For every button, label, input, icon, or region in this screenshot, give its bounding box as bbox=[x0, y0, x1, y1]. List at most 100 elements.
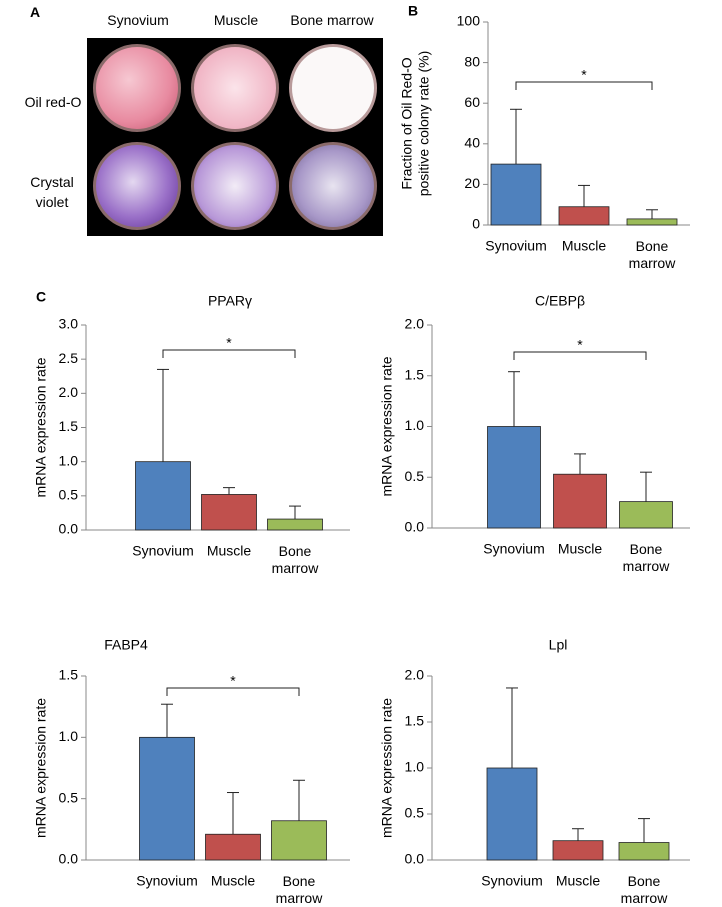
y-tick-label: 40 bbox=[464, 135, 480, 151]
dish bbox=[289, 142, 377, 230]
significance-label: * bbox=[577, 337, 583, 353]
error-bar bbox=[293, 779, 305, 821]
error-bar bbox=[161, 703, 173, 738]
y-tick-label: 0.5 bbox=[59, 487, 79, 503]
x-tick-label: Bone marrow bbox=[623, 541, 671, 574]
bar bbox=[619, 501, 673, 529]
y-tick-label: 100 bbox=[457, 13, 481, 29]
chart-title: FABP4 bbox=[104, 637, 148, 653]
y-tick-label: 0 bbox=[472, 216, 480, 232]
y-tick-label: 20 bbox=[464, 175, 480, 191]
error-bar bbox=[157, 368, 169, 462]
dish bbox=[191, 44, 279, 132]
chart-title: Lpl bbox=[549, 637, 568, 653]
x-tick-label: Bone marrow bbox=[272, 543, 320, 576]
y-tick-label: 80 bbox=[464, 53, 480, 69]
x-tick-label: Muscle bbox=[556, 873, 601, 889]
bar bbox=[139, 736, 195, 861]
error-bar bbox=[508, 371, 520, 427]
y-tick-label: 0.5 bbox=[405, 805, 425, 821]
y-tick-label: 0.0 bbox=[59, 851, 79, 867]
error-bar bbox=[572, 828, 584, 841]
x-tick-label: Synovium bbox=[481, 873, 542, 889]
significance-bracket bbox=[513, 351, 647, 360]
column-label: Muscle bbox=[213, 12, 259, 28]
x-tick-label: Muscle bbox=[558, 541, 603, 557]
bar bbox=[487, 426, 541, 529]
significance-label: * bbox=[581, 67, 587, 83]
significance-bracket bbox=[515, 81, 653, 90]
x-tick-label: Synovium bbox=[132, 543, 193, 559]
bar bbox=[271, 820, 327, 861]
y-tick-label: 1.0 bbox=[405, 417, 425, 433]
y-tick-label: 60 bbox=[464, 94, 480, 110]
x-tick-label: Bone marrow bbox=[621, 873, 669, 906]
x-tick-label: Bone marrow bbox=[276, 873, 324, 906]
bar bbox=[553, 473, 607, 529]
error-bar bbox=[506, 687, 518, 768]
photo-panel bbox=[87, 38, 383, 236]
x-tick-label: Synovium bbox=[485, 238, 546, 254]
bar bbox=[267, 518, 323, 531]
row-label: Oil red-O bbox=[24, 94, 82, 110]
dish bbox=[93, 44, 181, 132]
bar bbox=[135, 461, 191, 531]
y-tick-label: 1.0 bbox=[405, 759, 425, 775]
dish bbox=[289, 44, 377, 132]
y-tick-label: 0.5 bbox=[59, 789, 79, 805]
error-bar bbox=[510, 108, 522, 165]
y-axis-label: mRNA expression rate bbox=[33, 357, 49, 497]
y-axis-label: mRNA expression rate bbox=[379, 698, 395, 838]
y-tick-label: 2.5 bbox=[59, 350, 79, 366]
dish bbox=[93, 142, 181, 230]
x-tick-label: Muscle bbox=[211, 873, 256, 889]
error-bar bbox=[638, 818, 650, 843]
error-bar bbox=[578, 184, 590, 207]
y-tick-label: 2.0 bbox=[405, 667, 425, 683]
y-tick-label: 0.0 bbox=[405, 519, 425, 535]
y-tick-label: 1.5 bbox=[59, 418, 79, 434]
y-tick-label: 2.0 bbox=[59, 384, 79, 400]
bar bbox=[552, 840, 604, 861]
chart-title: C/EBPβ bbox=[535, 293, 585, 309]
significance-label: * bbox=[226, 335, 232, 351]
x-tick-label: Muscle bbox=[207, 543, 252, 559]
bar bbox=[201, 494, 257, 531]
chart-title: PPARγ bbox=[208, 293, 252, 309]
error-bar bbox=[646, 209, 658, 219]
bar bbox=[205, 833, 261, 861]
panel-label: A bbox=[30, 4, 41, 20]
y-tick-label: 0.5 bbox=[405, 468, 425, 484]
y-tick-label: 0.0 bbox=[59, 521, 79, 537]
panel-label: C bbox=[36, 289, 46, 305]
panel-label: B bbox=[408, 3, 418, 19]
error-bar bbox=[223, 487, 235, 495]
error-bar bbox=[574, 453, 586, 475]
bar bbox=[490, 163, 542, 226]
significance-label: * bbox=[230, 673, 236, 689]
y-tick-label: 3.0 bbox=[59, 316, 79, 332]
y-tick-label: 1.0 bbox=[59, 728, 79, 744]
y-axis-label: positive colony rate (%) bbox=[416, 51, 432, 197]
significance-bracket bbox=[166, 687, 300, 696]
bar bbox=[626, 218, 678, 226]
x-tick-label: Bone marrow bbox=[629, 238, 677, 271]
x-tick-label: Synovium bbox=[136, 873, 197, 889]
y-axis-label: mRNA expression rate bbox=[33, 698, 49, 838]
row-label: Crystal violet bbox=[30, 174, 74, 210]
error-bar bbox=[640, 471, 652, 502]
column-label: Synovium bbox=[107, 12, 169, 28]
dish bbox=[191, 142, 279, 230]
bar bbox=[486, 767, 538, 861]
y-tick-label: 1.5 bbox=[405, 713, 425, 729]
x-tick-label: Synovium bbox=[483, 541, 544, 557]
y-tick-label: 2.0 bbox=[405, 316, 425, 332]
column-label: Bone marrow bbox=[290, 12, 374, 28]
bar bbox=[618, 842, 670, 861]
error-bar bbox=[289, 505, 301, 520]
y-tick-label: 1.5 bbox=[405, 366, 425, 382]
error-bar bbox=[227, 792, 239, 835]
y-axis-label: mRNA expression rate bbox=[379, 356, 395, 496]
